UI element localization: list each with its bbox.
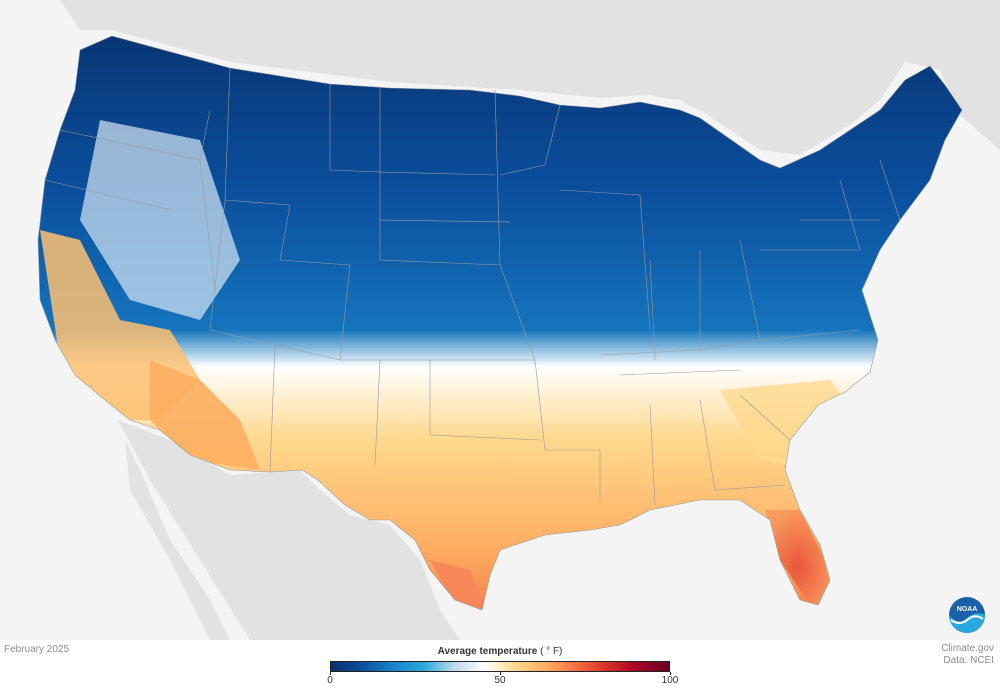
legend-title: Average temperature ( ° F)	[330, 646, 670, 657]
date-label: February 2025	[4, 644, 70, 655]
legend-unit: ( ° F)	[540, 646, 563, 657]
credit: Climate.gov Data: NCEI	[941, 643, 994, 667]
svg-text:NOAA: NOAA	[957, 606, 978, 613]
legend-tick-label: 0	[327, 675, 333, 686]
legend-tick-mark	[669, 672, 671, 675]
temperature-map	[37, 0, 1000, 640]
legend-tick-label: 50	[494, 675, 506, 686]
surrounding-land	[60, 0, 1000, 640]
state-borders	[37, 35, 963, 611]
legend-colorbar	[330, 661, 670, 672]
legend-tick-mark	[499, 672, 501, 675]
legend-title-text: Average temperature	[437, 646, 538, 657]
legend-tick-mark	[329, 672, 331, 675]
map-footer: February 2025 Average temperature ( ° F)…	[0, 640, 1000, 690]
credit-data: Data: NCEI	[943, 655, 994, 666]
noaa-logo-icon: NOAA	[949, 597, 985, 633]
credit-source: Climate.gov	[941, 643, 994, 654]
legend-tick-label: 100	[661, 675, 679, 686]
